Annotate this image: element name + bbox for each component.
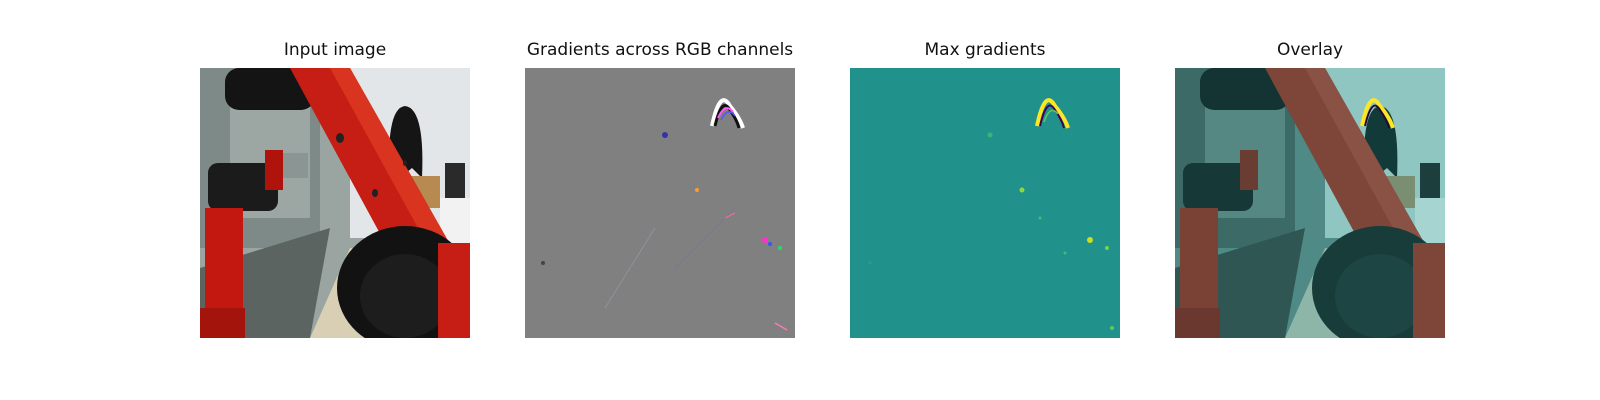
panel-title: Max gradients [924,40,1046,60]
overlay-image [1175,68,1445,338]
input-image [200,68,470,338]
panel-title: Gradients across RGB channels [526,40,794,60]
panel-title: Input image [283,40,387,60]
max-gradients-image [850,68,1120,338]
panel-title: Overlay [1276,40,1344,60]
gradients-rgb-image [525,68,795,338]
